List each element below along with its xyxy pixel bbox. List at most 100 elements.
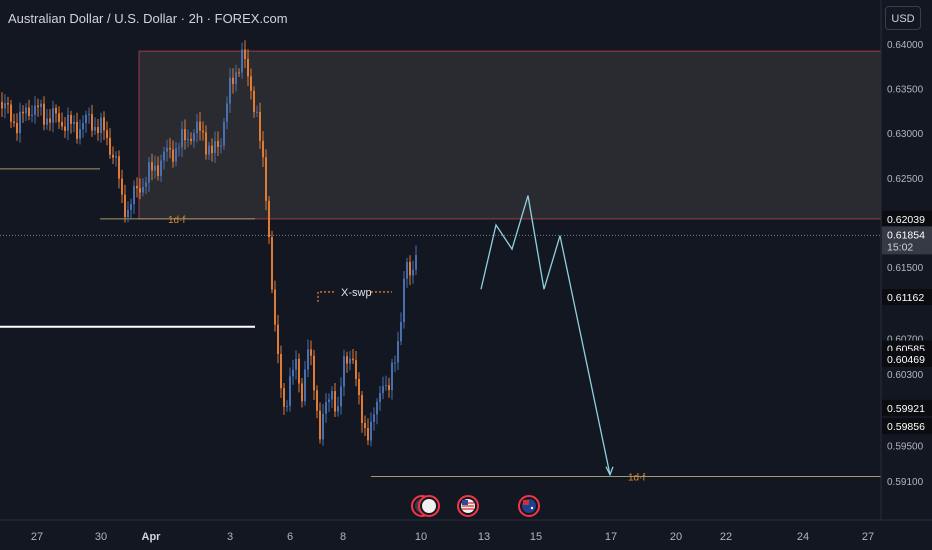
candle-body-13 bbox=[40, 103, 42, 108]
candle-body-129 bbox=[388, 385, 390, 390]
candle-body-86 bbox=[259, 111, 261, 141]
candle-body-65 bbox=[196, 121, 198, 134]
candle-body-110 bbox=[331, 391, 333, 400]
price-label-2: 0.61854 bbox=[887, 229, 925, 241]
candle-body-21 bbox=[64, 126, 66, 131]
candle-body-35 bbox=[106, 130, 108, 138]
candle-body-96 bbox=[289, 376, 291, 406]
candle-body-126 bbox=[379, 393, 381, 402]
candle-body-14 bbox=[43, 103, 45, 125]
candle-body-11 bbox=[34, 105, 36, 115]
time-tick-11: 22 bbox=[720, 531, 732, 543]
candle-body-87 bbox=[262, 140, 264, 158]
candle-body-23 bbox=[70, 114, 72, 124]
candle-body-59 bbox=[178, 147, 180, 149]
time-tick-5: 8 bbox=[340, 531, 346, 543]
candle-body-31 bbox=[94, 126, 96, 131]
candle-body-121 bbox=[364, 423, 366, 428]
candle-body-56 bbox=[169, 147, 171, 150]
candle-body-33 bbox=[100, 117, 102, 134]
candle-body-93 bbox=[280, 353, 282, 389]
candle-body-28 bbox=[85, 114, 87, 123]
price-label-0: 0.62039 bbox=[887, 214, 925, 226]
candle-body-61 bbox=[184, 129, 186, 141]
candle-body-83 bbox=[250, 76, 252, 91]
candle-body-47 bbox=[142, 186, 144, 193]
candle-body-34 bbox=[103, 117, 105, 131]
fib-upper-label: 1d·f bbox=[168, 215, 185, 226]
candle-body-98 bbox=[295, 358, 297, 370]
candle-body-130 bbox=[391, 362, 393, 390]
candle-body-30 bbox=[91, 114, 93, 131]
candle-body-7 bbox=[22, 111, 24, 114]
candle-body-118 bbox=[355, 360, 357, 379]
price-tick-1: 0.63500 bbox=[887, 85, 924, 96]
candle-body-111 bbox=[334, 391, 336, 412]
candle-body-38 bbox=[115, 156, 117, 158]
candle-body-127 bbox=[382, 386, 384, 394]
candle-body-58 bbox=[175, 148, 177, 162]
candle-body-99 bbox=[298, 358, 300, 384]
price-label-6: 0.59921 bbox=[887, 403, 925, 415]
candle-body-95 bbox=[286, 405, 288, 407]
candle-body-114 bbox=[343, 356, 345, 387]
time-tick-12: 24 bbox=[797, 531, 809, 543]
candle-body-54 bbox=[163, 151, 165, 161]
candle-body-106 bbox=[319, 410, 321, 440]
flag-canton-1 bbox=[462, 500, 468, 505]
candle-body-17 bbox=[52, 107, 54, 123]
x-swp-line-left bbox=[317, 291, 336, 302]
candle-body-32 bbox=[97, 126, 99, 134]
candle-body-72 bbox=[217, 141, 219, 147]
candle-body-116 bbox=[349, 358, 351, 364]
time-tick-4: 6 bbox=[287, 531, 293, 543]
price-label-countdown: 15:02 bbox=[887, 241, 913, 253]
candle-body-50 bbox=[151, 162, 153, 171]
time-tick-6: 10 bbox=[415, 531, 427, 543]
candle-body-6 bbox=[19, 111, 21, 134]
chart-title: Australian Dollar / U.S. Dollar · 2h · F… bbox=[8, 11, 288, 26]
candle-body-94 bbox=[283, 388, 285, 407]
candle-body-103 bbox=[310, 349, 312, 356]
candle-body-133 bbox=[400, 322, 402, 342]
candle-body-37 bbox=[112, 154, 114, 158]
candle-body-27 bbox=[82, 122, 84, 130]
price-label-box-2 bbox=[882, 226, 932, 255]
candle-body-69 bbox=[208, 145, 210, 155]
x-swp-label: X-swp bbox=[341, 287, 372, 299]
candle-body-10 bbox=[31, 114, 33, 116]
price-label-box-0 bbox=[882, 210, 932, 227]
time-tick-13: 27 bbox=[862, 531, 874, 543]
time-tick-0: 27 bbox=[31, 531, 43, 543]
us-flag-event-icon-0[interactable] bbox=[422, 499, 436, 513]
candle-body-70 bbox=[211, 145, 213, 154]
candle-body-63 bbox=[190, 138, 192, 141]
candle-body-75 bbox=[226, 103, 228, 122]
candle-body-48 bbox=[145, 182, 147, 187]
candle-body-131 bbox=[394, 362, 396, 364]
candle-body-88 bbox=[265, 157, 267, 201]
candle-body-90 bbox=[271, 236, 273, 290]
candle-body-113 bbox=[340, 386, 342, 407]
candle-body-8 bbox=[25, 107, 27, 114]
price-tick-3: 0.62500 bbox=[887, 174, 924, 185]
projection-arrowhead bbox=[605, 466, 614, 477]
candle-body-53 bbox=[160, 160, 162, 176]
time-tick-2: Apr bbox=[142, 531, 162, 543]
candle-body-55 bbox=[166, 147, 168, 152]
candle-body-78 bbox=[235, 72, 237, 85]
candle-body-117 bbox=[352, 358, 354, 361]
candle-body-26 bbox=[79, 129, 81, 139]
candle-body-136 bbox=[409, 261, 411, 276]
candle-body-16 bbox=[49, 118, 51, 123]
candle-body-42 bbox=[127, 209, 129, 218]
candle-body-25 bbox=[76, 121, 78, 139]
time-tick-1: 30 bbox=[95, 531, 107, 543]
candle-body-62 bbox=[187, 138, 189, 141]
candle-body-0 bbox=[1, 101, 3, 109]
currency-button[interactable]: USD bbox=[885, 6, 921, 30]
candle-body-77 bbox=[232, 77, 234, 85]
candle-body-82 bbox=[247, 58, 249, 77]
